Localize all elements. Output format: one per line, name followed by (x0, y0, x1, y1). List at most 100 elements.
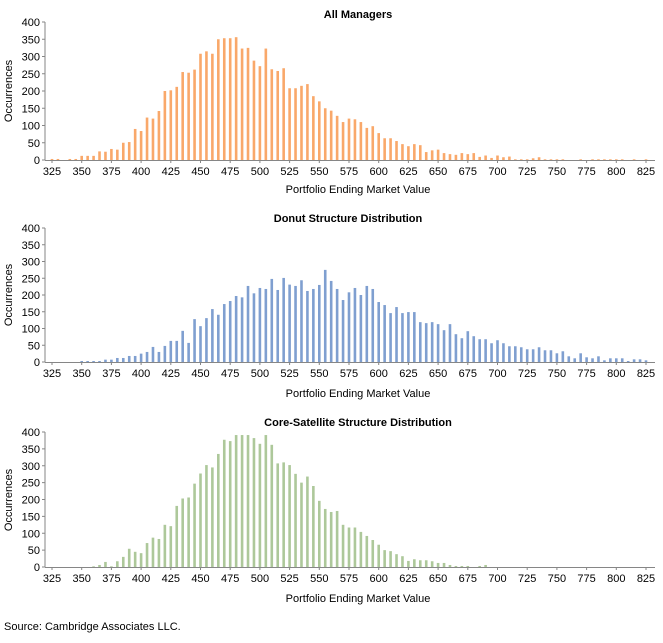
histogram-bar (222, 439, 226, 567)
histogram-bar (401, 313, 404, 362)
x-tick-label: 800 (607, 573, 625, 585)
histogram-bar (555, 159, 559, 160)
histogram-bar (430, 150, 434, 160)
histogram-bar (335, 115, 339, 160)
histogram-bar (395, 141, 398, 160)
histogram-bar (626, 361, 630, 362)
x-tick-label: 725 (518, 166, 536, 178)
histogram-bar (163, 91, 167, 160)
histogram-bar (389, 551, 392, 567)
histogram-bar (448, 324, 452, 362)
histogram-bar (323, 508, 327, 567)
x-tick-label: 650 (429, 166, 447, 178)
histogram-bar (217, 39, 220, 160)
histogram-bar (549, 159, 553, 160)
histogram-bar (442, 330, 446, 362)
histogram-bar (514, 159, 517, 160)
histogram-bar (418, 560, 422, 567)
histogram-bar (98, 361, 101, 362)
histogram-bar (163, 524, 167, 567)
histogram-bar (157, 111, 161, 160)
histogram-bar (620, 358, 624, 362)
histogram-bar (264, 435, 268, 567)
histogram-bar (323, 269, 327, 363)
histogram-bar (133, 355, 137, 362)
histogram-bar (240, 435, 244, 567)
y-tick-label: 400 (22, 223, 40, 235)
y-tick-label: 350 (22, 444, 40, 456)
histogram-bar (519, 159, 523, 160)
histogram-bar (615, 358, 618, 362)
y-tick-label: 250 (22, 273, 40, 285)
x-axis-title: Portfolio Ending Market Value (286, 593, 431, 605)
x-axis-title: Portfolio Ending Market Value (286, 184, 431, 196)
histogram-bar (353, 527, 357, 567)
y-tick-label: 0 (34, 155, 40, 167)
histogram-bar (169, 526, 173, 567)
histogram-bar (341, 122, 345, 160)
histogram-bar (335, 510, 339, 567)
histogram-bar (139, 131, 143, 160)
x-tick-label: 475 (221, 573, 239, 585)
histogram-bar (86, 361, 89, 362)
histogram-bar (306, 84, 309, 160)
histogram-bar (454, 334, 458, 362)
x-tick-label: 550 (310, 573, 328, 585)
x-tick-label: 800 (607, 368, 625, 380)
x-tick-label: 575 (340, 166, 358, 178)
x-tick-label: 650 (429, 368, 447, 380)
histogram-bar (300, 482, 303, 568)
histogram-bar (211, 309, 214, 362)
histogram-bar (74, 158, 78, 160)
histogram-bar (312, 288, 315, 362)
histogram-bar (240, 48, 244, 161)
histogram-bar (353, 119, 357, 160)
histogram-bar (151, 537, 155, 567)
histogram-bar (133, 128, 137, 160)
x-tick-label: 750 (548, 368, 566, 380)
x-tick-label: 825 (637, 166, 655, 178)
histogram-bar (56, 158, 60, 160)
x-tick-label: 525 (280, 166, 298, 178)
histogram-bar (383, 550, 386, 568)
y-tick-label: 400 (22, 427, 40, 439)
histogram-bar (104, 359, 107, 362)
chart-title: Core-Satellite Structure Distribution (264, 417, 452, 429)
histogram-bar (169, 340, 173, 362)
histogram-bar (460, 565, 464, 567)
histogram-bar (430, 561, 434, 567)
x-tick-label: 400 (132, 166, 150, 178)
x-tick-label: 525 (280, 573, 298, 585)
histogram-bar (80, 361, 83, 362)
histogram-bar (353, 287, 357, 362)
histogram-bar (234, 296, 238, 362)
histogram-bar (181, 72, 184, 160)
histogram-bar (401, 144, 404, 160)
histogram-bar (199, 473, 202, 567)
histogram-bar (454, 154, 458, 160)
histogram-bar (407, 312, 410, 362)
histogram-bar (294, 473, 297, 567)
histogram-bar (234, 435, 238, 567)
y-tick-label: 350 (22, 240, 40, 252)
x-tick-label: 625 (399, 573, 417, 585)
x-tick-label: 500 (251, 166, 269, 178)
histogram-bar (329, 280, 333, 362)
x-tick-label: 375 (102, 573, 120, 585)
chart-all-managers: All Managers Portfolio Ending Market Val… (3, 9, 655, 196)
histogram-bar (484, 564, 487, 567)
histogram-bar (181, 498, 184, 567)
x-tick-label: 825 (637, 573, 655, 585)
histogram-bar (424, 152, 428, 160)
x-tick-label: 825 (637, 368, 655, 380)
histogram-bar (258, 287, 262, 362)
histogram-bar (472, 153, 476, 160)
histogram-bar (490, 157, 493, 160)
histogram-bar (116, 357, 119, 362)
histogram-bar (448, 564, 452, 567)
x-tick-label: 425 (162, 573, 180, 585)
histogram-bar (211, 467, 214, 567)
histogram-bar (312, 96, 315, 160)
histogram-bar (597, 159, 600, 160)
histogram-bar (502, 343, 505, 362)
